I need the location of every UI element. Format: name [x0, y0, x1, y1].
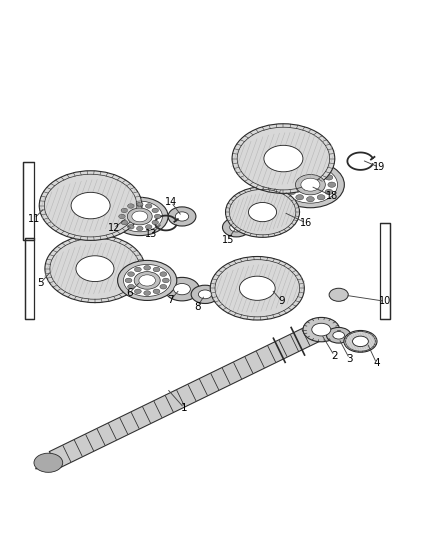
Ellipse shape	[198, 290, 212, 298]
Ellipse shape	[125, 278, 132, 282]
Ellipse shape	[165, 277, 199, 301]
Text: 2: 2	[331, 351, 338, 361]
Ellipse shape	[230, 223, 243, 232]
Ellipse shape	[144, 265, 151, 270]
Text: 8: 8	[194, 302, 201, 312]
Ellipse shape	[296, 169, 304, 175]
Ellipse shape	[326, 327, 351, 343]
Ellipse shape	[127, 272, 134, 277]
Ellipse shape	[117, 201, 162, 232]
Ellipse shape	[45, 235, 145, 303]
Text: 15: 15	[222, 235, 234, 245]
Ellipse shape	[162, 278, 169, 282]
Ellipse shape	[329, 288, 348, 301]
Ellipse shape	[152, 208, 159, 213]
Ellipse shape	[303, 318, 339, 342]
Ellipse shape	[210, 256, 304, 320]
Ellipse shape	[39, 171, 142, 240]
Ellipse shape	[283, 166, 338, 203]
Ellipse shape	[333, 332, 345, 339]
Ellipse shape	[139, 275, 155, 286]
Ellipse shape	[288, 175, 296, 180]
Ellipse shape	[248, 203, 276, 222]
Text: 13: 13	[145, 229, 158, 239]
Ellipse shape	[328, 182, 336, 187]
Ellipse shape	[121, 220, 127, 225]
Ellipse shape	[71, 192, 110, 219]
Text: 4: 4	[373, 358, 380, 368]
Text: 12: 12	[107, 223, 120, 233]
Ellipse shape	[173, 284, 191, 295]
Text: 3: 3	[346, 354, 353, 364]
Ellipse shape	[191, 285, 219, 303]
Ellipse shape	[153, 267, 160, 272]
Text: 18: 18	[326, 191, 338, 201]
Ellipse shape	[137, 227, 143, 231]
Ellipse shape	[76, 256, 114, 281]
Text: 5: 5	[37, 278, 44, 288]
Ellipse shape	[152, 220, 159, 225]
Ellipse shape	[223, 218, 251, 237]
Ellipse shape	[160, 285, 167, 289]
Ellipse shape	[127, 204, 134, 208]
Text: 16: 16	[300, 218, 312, 228]
Ellipse shape	[344, 330, 377, 352]
Ellipse shape	[353, 336, 368, 346]
Ellipse shape	[134, 267, 141, 272]
Ellipse shape	[112, 197, 168, 236]
Ellipse shape	[264, 146, 303, 172]
Ellipse shape	[121, 208, 127, 213]
Ellipse shape	[132, 211, 148, 222]
Ellipse shape	[137, 202, 143, 207]
Ellipse shape	[34, 453, 63, 472]
Ellipse shape	[317, 169, 325, 175]
Ellipse shape	[175, 212, 189, 221]
Ellipse shape	[145, 225, 152, 229]
Text: 9: 9	[279, 296, 286, 306]
Ellipse shape	[160, 272, 167, 277]
Text: 6: 6	[127, 288, 133, 297]
Ellipse shape	[127, 225, 134, 229]
Ellipse shape	[145, 204, 152, 208]
Ellipse shape	[285, 182, 293, 187]
Ellipse shape	[276, 161, 344, 208]
Ellipse shape	[296, 174, 325, 195]
Ellipse shape	[296, 195, 304, 200]
Ellipse shape	[307, 197, 314, 202]
Text: 14: 14	[165, 197, 177, 207]
Ellipse shape	[127, 285, 134, 289]
Text: 1: 1	[181, 403, 187, 413]
Ellipse shape	[232, 124, 335, 193]
Ellipse shape	[168, 207, 196, 226]
Ellipse shape	[134, 289, 141, 294]
Polygon shape	[36, 456, 56, 469]
Ellipse shape	[127, 208, 152, 225]
Ellipse shape	[301, 178, 320, 191]
Ellipse shape	[144, 290, 151, 295]
Ellipse shape	[124, 264, 171, 296]
Ellipse shape	[154, 214, 161, 219]
Ellipse shape	[307, 167, 314, 173]
Text: 19: 19	[373, 162, 385, 172]
Ellipse shape	[325, 175, 333, 180]
Ellipse shape	[312, 324, 331, 336]
Ellipse shape	[226, 187, 300, 237]
Ellipse shape	[117, 261, 177, 301]
Text: 7: 7	[167, 295, 173, 305]
Text: 11: 11	[28, 214, 40, 224]
Ellipse shape	[134, 272, 160, 289]
Ellipse shape	[317, 195, 325, 200]
Ellipse shape	[288, 189, 296, 195]
Ellipse shape	[325, 189, 333, 195]
Ellipse shape	[153, 289, 160, 294]
Polygon shape	[49, 322, 323, 469]
Ellipse shape	[119, 214, 125, 219]
Text: 10: 10	[379, 296, 392, 306]
Ellipse shape	[240, 276, 275, 300]
